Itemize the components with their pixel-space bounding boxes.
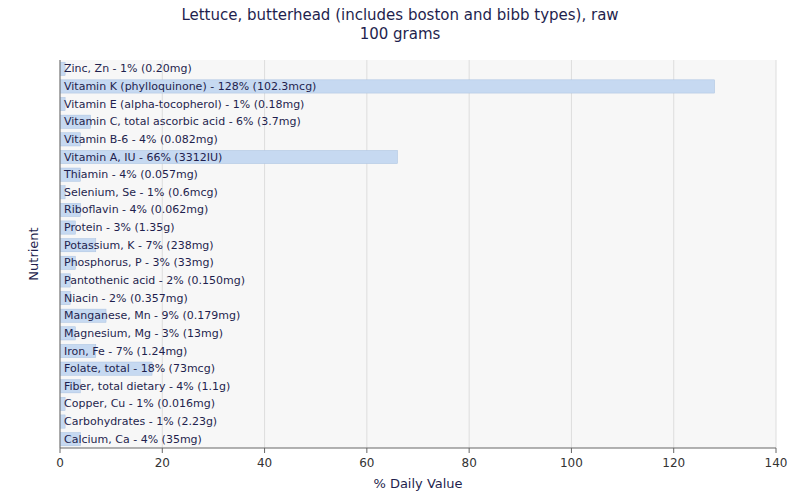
tick-mark: [162, 448, 163, 453]
tick-label: 140: [765, 456, 788, 470]
category-label: Magnesium, Mg - 3% (13mg): [64, 327, 223, 340]
tick-mark: [366, 448, 367, 453]
category-label: Vitamin E (alpha-tocopherol) - 1% (0.18m…: [64, 98, 304, 111]
category-label: Carbohydrates - 1% (2.23g): [64, 415, 217, 428]
tick-mark: [571, 448, 572, 453]
grid-line: [60, 60, 61, 448]
y-axis-line: [60, 60, 61, 448]
x-axis-line: [60, 448, 776, 449]
tick-mark: [776, 448, 777, 453]
grid-line: [469, 60, 470, 448]
tick-mark: [264, 448, 265, 453]
category-label: Manganese, Mn - 9% (0.179mg): [64, 309, 240, 322]
tick-label: 120: [662, 456, 685, 470]
chart: 0 20 40 60 80 100 120 140 Calcium, Ca - 4% (35mg…: [0, 0, 800, 500]
category-label: Potassium, K - 7% (238mg): [64, 239, 214, 252]
category-label: Vitamin K (phylloquinone) - 128% (102.3m…: [64, 80, 316, 93]
category-label: Folate, total - 18% (73mcg): [64, 362, 215, 375]
tick-mark: [469, 448, 470, 453]
bars: [60, 62, 715, 446]
category-label: Pantothenic acid - 2% (0.150mg): [64, 274, 245, 287]
category-labels: Calcium, Ca - 4% (35mg) Carbohydrates - 1…: [63, 62, 316, 445]
x-axis-label: % Daily Value: [373, 476, 462, 491]
category-label: Vitamin A, IU - 66% (3312IU): [64, 151, 222, 164]
tick-mark: [60, 448, 61, 453]
category-label: Zinc, Zn - 1% (0.20mg): [64, 62, 192, 75]
category-label: Riboflavin - 4% (0.062mg): [64, 203, 208, 216]
grid-line: [776, 60, 777, 448]
tick-label: 0: [56, 456, 64, 470]
grid-line: [366, 60, 367, 448]
tick-mark: [673, 448, 674, 453]
y-axis-label: Nutrient: [26, 227, 41, 280]
tick-label: 20: [155, 456, 170, 470]
category-label: Fiber, total dietary - 4% (1.1g): [64, 380, 230, 393]
bar: [60, 150, 398, 163]
category-label: Iron, Fe - 7% (1.24mg): [64, 345, 187, 358]
plot-background: [60, 60, 776, 448]
category-label: Niacin - 2% (0.357mg): [64, 292, 188, 305]
bar: [60, 80, 715, 93]
grid-line: [673, 60, 674, 448]
category-label: Selenium, Se - 1% (0.6mcg): [64, 186, 218, 199]
tick-label: 40: [257, 456, 272, 470]
category-label: Copper, Cu - 1% (0.016mg): [64, 397, 215, 410]
category-label: Vitamin C, total ascorbic acid - 6% (3.7…: [64, 115, 301, 128]
grid-line: [571, 60, 572, 448]
category-label: Vitamin B-6 - 4% (0.082mg): [64, 133, 218, 146]
category-label: Protein - 3% (1.35g): [64, 221, 175, 234]
tick-label: 100: [560, 456, 583, 470]
category-label: Phosphorus, P - 3% (33mg): [64, 256, 214, 269]
tick-label: 80: [462, 456, 477, 470]
category-label: Thiamin - 4% (0.057mg): [63, 168, 198, 181]
category-label: Calcium, Ca - 4% (35mg): [64, 433, 202, 446]
tick-label: 60: [359, 456, 374, 470]
x-axis: 0 20 40 60 80 100 120 140: [56, 60, 787, 470]
title: Lettuce, butterhead (includes boston and…: [181, 6, 618, 43]
